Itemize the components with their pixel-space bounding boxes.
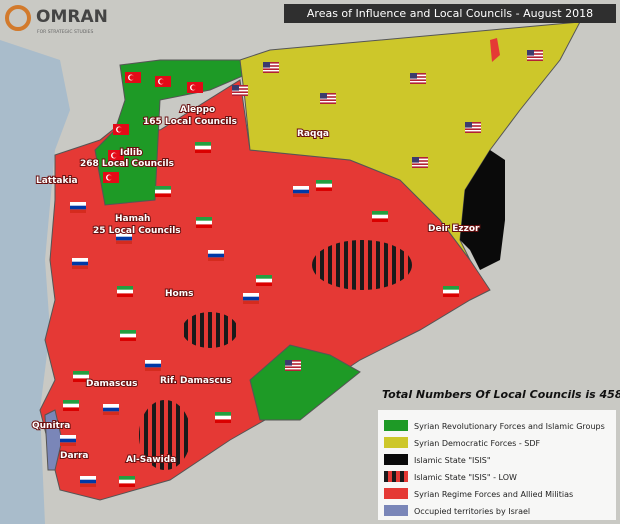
logo: OMRAN FOR STRATEGIC STUDIES bbox=[5, 5, 108, 35]
place-label: 268 Local Councils bbox=[80, 159, 174, 169]
legend-label: Islamic State "ISIS" bbox=[414, 456, 491, 465]
place-label: Lattakia bbox=[36, 176, 78, 186]
place-label: Hamah bbox=[115, 214, 150, 224]
place-label: Darra bbox=[60, 451, 89, 461]
legend bbox=[378, 410, 616, 520]
sdf-area bbox=[239, 21, 581, 261]
isis-area bbox=[460, 150, 505, 270]
place-label: Homs bbox=[165, 289, 193, 299]
title-bar bbox=[284, 4, 616, 23]
legend-label: Syrian Regime Forces and Allied Militias bbox=[414, 490, 573, 499]
title: Areas of Influence and Local Councils - … bbox=[307, 7, 593, 20]
logo-text: OMRAN bbox=[36, 7, 108, 27]
isis-low-area bbox=[182, 312, 238, 348]
place-label: 165 Local Councils bbox=[143, 117, 237, 127]
legend-swatch bbox=[384, 471, 408, 482]
golan-area bbox=[44, 409, 63, 471]
legend-items: Syrian Revolutionary Forces and Islamic … bbox=[384, 420, 605, 516]
legend-swatch bbox=[384, 454, 408, 465]
place-label: Damascus bbox=[86, 379, 137, 389]
legend-swatch bbox=[384, 420, 408, 431]
place-label: Al-Sawida bbox=[126, 455, 176, 465]
place-label: Idlib bbox=[120, 148, 143, 158]
logo-mark bbox=[5, 5, 31, 31]
tanf-area bbox=[249, 344, 361, 421]
legend-title: Total Numbers Of Local Councils is 458 bbox=[382, 388, 620, 401]
legend-label: Syrian Revolutionary Forces and Islamic … bbox=[414, 422, 605, 431]
place-label: Qunitra bbox=[32, 421, 70, 431]
legend-label: Syrian Democratic Forces - SDF bbox=[414, 439, 541, 448]
legend-swatch bbox=[384, 437, 408, 448]
place-label: 25 Local Councils bbox=[93, 226, 181, 236]
legend-label: Islamic State "ISIS" - LOW bbox=[414, 473, 517, 482]
legend-swatch bbox=[384, 505, 408, 516]
isis-low-area bbox=[139, 400, 191, 470]
regime-pocket bbox=[490, 38, 500, 62]
place-label: Deir Ezzor bbox=[428, 224, 480, 234]
place-label: Rif. Damascus bbox=[160, 376, 231, 386]
isis-low-area bbox=[312, 240, 412, 290]
place-labels: Aleppo 165 Local Councils Idlib 268 Loca… bbox=[31, 104, 481, 466]
legend-swatch bbox=[384, 488, 408, 499]
sea bbox=[0, 40, 70, 524]
place-label: Raqqa bbox=[297, 129, 329, 139]
legend-label: Occupied territories by Israel bbox=[414, 507, 530, 516]
logo-subtitle: FOR STRATEGIC STUDIES bbox=[37, 29, 93, 35]
place-label: Aleppo bbox=[180, 105, 215, 115]
